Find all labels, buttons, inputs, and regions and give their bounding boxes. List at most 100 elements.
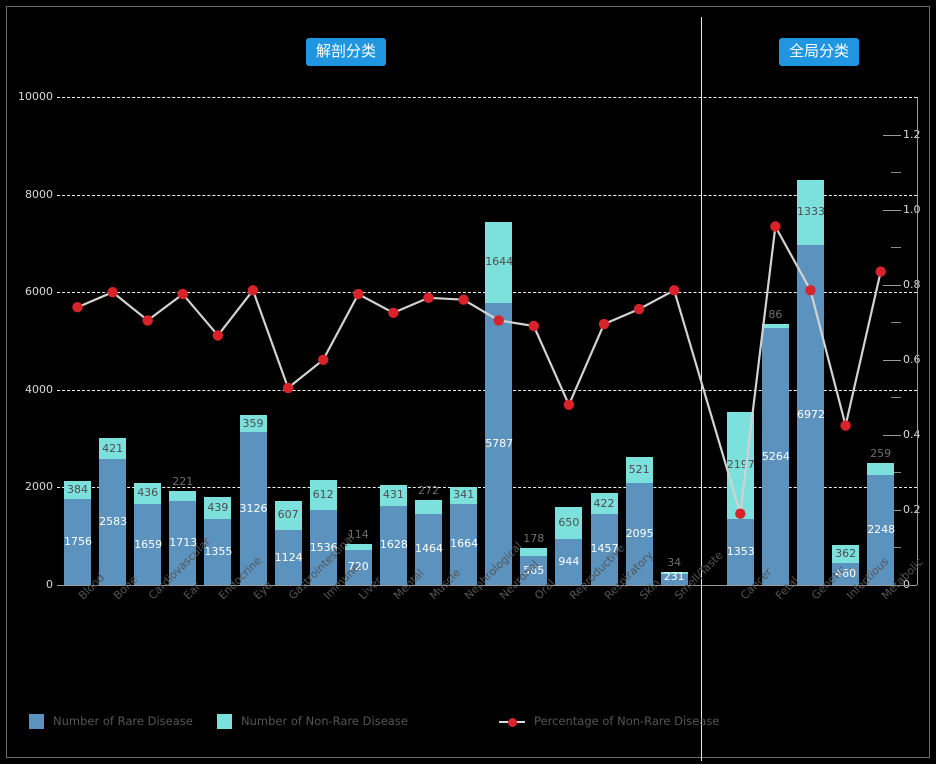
stacked-bar[interactable]: 2583 421 xyxy=(99,438,127,585)
percentage-point[interactable] xyxy=(840,420,851,431)
bar-segment-non-rare[interactable] xyxy=(64,480,91,500)
bar-segment-rare[interactable] xyxy=(204,518,232,585)
bar-segment-rare[interactable] xyxy=(485,302,513,585)
stacked-bar[interactable]: 944 650 xyxy=(555,507,583,585)
bar-value-non-rare: 114 xyxy=(347,528,369,542)
bar-segment-rare[interactable] xyxy=(169,501,197,585)
percentage-point[interactable] xyxy=(247,285,259,296)
bar-segment-non-rare[interactable] xyxy=(309,480,337,511)
bar-value-rare: 1664 xyxy=(450,537,479,551)
bar-segment-rare[interactable] xyxy=(239,432,267,585)
left-axis-tick: 8000 xyxy=(25,187,53,201)
percentage-point[interactable] xyxy=(142,315,153,326)
percentage-point[interactable] xyxy=(528,320,539,332)
bar-segment-non-rare[interactable] xyxy=(415,500,442,514)
bar-segment-non-rare[interactable] xyxy=(450,487,478,504)
bar-segment-non-rare[interactable] xyxy=(274,500,302,531)
stacked-bar[interactable]: 1628 431 xyxy=(379,484,408,585)
bar-segment-rare[interactable] xyxy=(832,562,860,585)
stacked-bar[interactable]: 1464 272 xyxy=(415,485,443,585)
percentage-point[interactable] xyxy=(318,354,329,365)
percentage-point[interactable] xyxy=(493,315,504,326)
stacked-bar[interactable]: 1659 436 xyxy=(134,482,162,585)
bar-segment-non-rare[interactable] xyxy=(660,572,688,574)
percentage-point[interactable] xyxy=(633,303,645,315)
stacked-bar[interactable]: 1664 341 xyxy=(450,487,479,585)
stacked-bar[interactable]: 585 178 xyxy=(520,532,548,585)
bar-segment-rare[interactable] xyxy=(379,505,407,585)
bar-segment-rare[interactable] xyxy=(660,573,688,585)
bar-segment-non-rare[interactable] xyxy=(485,222,513,303)
bar-segment-rare[interactable] xyxy=(555,538,583,585)
bar-segment-rare[interactable] xyxy=(797,244,824,585)
bar-segment-rare[interactable] xyxy=(64,499,91,585)
percentage-point[interactable] xyxy=(282,382,294,394)
stacked-bar[interactable]: 1457 422 xyxy=(590,493,619,585)
bar-segment-non-rare[interactable] xyxy=(239,414,267,433)
stacked-bar[interactable]: 2095 521 xyxy=(625,457,654,585)
bar-segment-rare[interactable] xyxy=(590,513,618,585)
percentage-point[interactable] xyxy=(598,318,610,330)
percentage-point[interactable] xyxy=(72,302,83,313)
bar-segment-non-rare[interactable] xyxy=(832,544,860,563)
stacked-bar[interactable]: 3126 359 xyxy=(239,414,268,585)
bar-segment-rare[interactable] xyxy=(867,475,895,585)
percentage-point[interactable] xyxy=(458,294,469,305)
bar-segment-non-rare[interactable] xyxy=(726,411,754,519)
legend-item[interactable]: Number of Rare Disease xyxy=(29,710,193,732)
percentage-point[interactable] xyxy=(805,285,816,296)
percentage-point[interactable] xyxy=(563,399,575,410)
bar-segment-rare[interactable] xyxy=(99,458,127,585)
stacked-bar[interactable]: 6972 1333 xyxy=(797,179,825,585)
stacked-bar[interactable]: 1756 384 xyxy=(64,480,92,585)
bar-segment-non-rare[interactable] xyxy=(344,544,372,550)
bar-segment-rare[interactable] xyxy=(344,549,372,585)
percentage-point[interactable] xyxy=(353,288,364,300)
bar-segment-non-rare[interactable] xyxy=(590,493,618,514)
bar-segment-rare[interactable] xyxy=(761,328,789,585)
percentage-point[interactable] xyxy=(669,285,680,296)
bar-segment-rare[interactable] xyxy=(625,482,653,585)
bar-segment-non-rare[interactable] xyxy=(555,507,583,539)
bar-segment-non-rare[interactable] xyxy=(169,490,197,502)
bar-segment-non-rare[interactable] xyxy=(134,482,162,505)
bar-segment-rare[interactable] xyxy=(450,503,478,585)
stacked-bar[interactable]: 1124 607 xyxy=(274,500,303,585)
bar-segment-rare[interactable] xyxy=(134,504,162,585)
stacked-bar[interactable]: 2248 259 xyxy=(867,447,895,585)
stacked-bar[interactable]: 1355 439 xyxy=(204,497,232,585)
stacked-bar[interactable]: 720 114 xyxy=(344,529,372,585)
bar-segment-non-rare[interactable] xyxy=(867,462,895,476)
stacked-bar[interactable]: 1536 612 xyxy=(309,480,338,585)
percentage-point[interactable] xyxy=(177,288,188,300)
bar-segment-non-rare[interactable] xyxy=(520,547,548,557)
right-axis-tick-mark xyxy=(883,284,901,286)
bar-segment-rare[interactable] xyxy=(274,530,302,585)
percentage-point[interactable] xyxy=(388,307,399,318)
bar-segment-rare[interactable] xyxy=(309,510,337,585)
bar-segment-non-rare[interactable] xyxy=(797,179,824,245)
bar-segment-non-rare[interactable] xyxy=(625,457,653,483)
legend-item[interactable]: Number of Non-Rare Disease xyxy=(217,710,408,732)
stacked-bar[interactable]: 5264 86 xyxy=(761,308,790,585)
percentage-point[interactable] xyxy=(735,508,746,519)
percentage-point[interactable] xyxy=(875,266,886,277)
bar-segment-rare[interactable] xyxy=(726,518,754,585)
stacked-bar[interactable]: 5787 1644 xyxy=(485,222,513,585)
bar-segment-non-rare[interactable] xyxy=(204,497,232,519)
stacked-bar[interactable]: 1713 221 xyxy=(169,475,197,585)
legend-label: Number of Rare Disease xyxy=(53,714,193,728)
stacked-bar[interactable]: 460 362 xyxy=(832,544,860,585)
legend-item[interactable]: Percentage of Non-Rare Disease xyxy=(499,710,719,732)
bar-segment-rare[interactable] xyxy=(415,513,442,585)
percentage-point[interactable] xyxy=(423,292,434,303)
bar-segment-non-rare[interactable] xyxy=(379,484,407,506)
stacked-bar[interactable]: 1353 2197 xyxy=(726,411,755,585)
percentage-point[interactable] xyxy=(107,287,118,298)
percentage-point[interactable] xyxy=(770,221,781,232)
bar-segment-non-rare[interactable] xyxy=(99,438,127,459)
percentage-point[interactable] xyxy=(212,330,224,341)
stacked-bar[interactable]: 231 34 xyxy=(660,557,688,585)
bar-segment-non-rare[interactable] xyxy=(761,323,789,329)
bar-segment-rare[interactable] xyxy=(520,556,548,585)
